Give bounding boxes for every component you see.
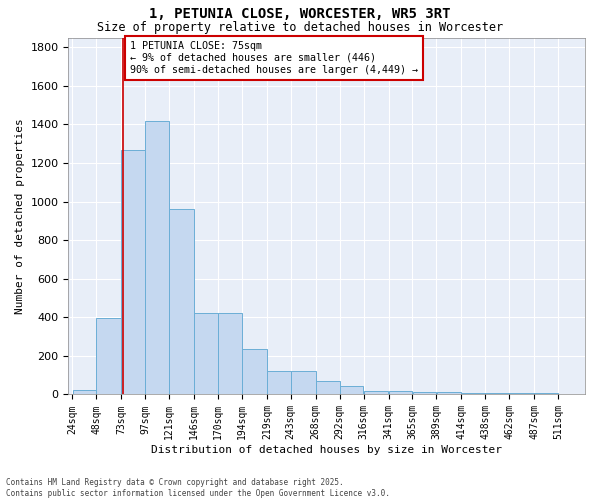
X-axis label: Distribution of detached houses by size in Worcester: Distribution of detached houses by size … xyxy=(151,445,502,455)
Bar xyxy=(437,392,461,394)
Bar xyxy=(291,372,316,394)
Bar xyxy=(340,386,364,394)
Bar xyxy=(389,390,412,394)
Bar xyxy=(509,392,534,394)
Bar xyxy=(218,314,242,394)
Bar xyxy=(534,392,558,394)
Bar xyxy=(73,390,96,394)
Bar xyxy=(242,349,267,395)
Bar xyxy=(413,392,436,394)
Bar xyxy=(97,318,121,394)
Text: 1 PETUNIA CLOSE: 75sqm
← 9% of detached houses are smaller (446)
90% of semi-det: 1 PETUNIA CLOSE: 75sqm ← 9% of detached … xyxy=(130,42,418,74)
Bar xyxy=(316,381,340,394)
Bar xyxy=(194,314,218,394)
Bar xyxy=(364,390,388,394)
Bar xyxy=(485,392,509,394)
Bar xyxy=(169,209,194,394)
Text: 1, PETUNIA CLOSE, WORCESTER, WR5 3RT: 1, PETUNIA CLOSE, WORCESTER, WR5 3RT xyxy=(149,8,451,22)
Bar xyxy=(145,122,169,394)
Y-axis label: Number of detached properties: Number of detached properties xyxy=(15,118,25,314)
Bar xyxy=(267,372,290,394)
Text: Contains HM Land Registry data © Crown copyright and database right 2025.
Contai: Contains HM Land Registry data © Crown c… xyxy=(6,478,390,498)
Text: Size of property relative to detached houses in Worcester: Size of property relative to detached ho… xyxy=(97,21,503,34)
Bar xyxy=(121,150,145,394)
Bar xyxy=(461,392,485,394)
